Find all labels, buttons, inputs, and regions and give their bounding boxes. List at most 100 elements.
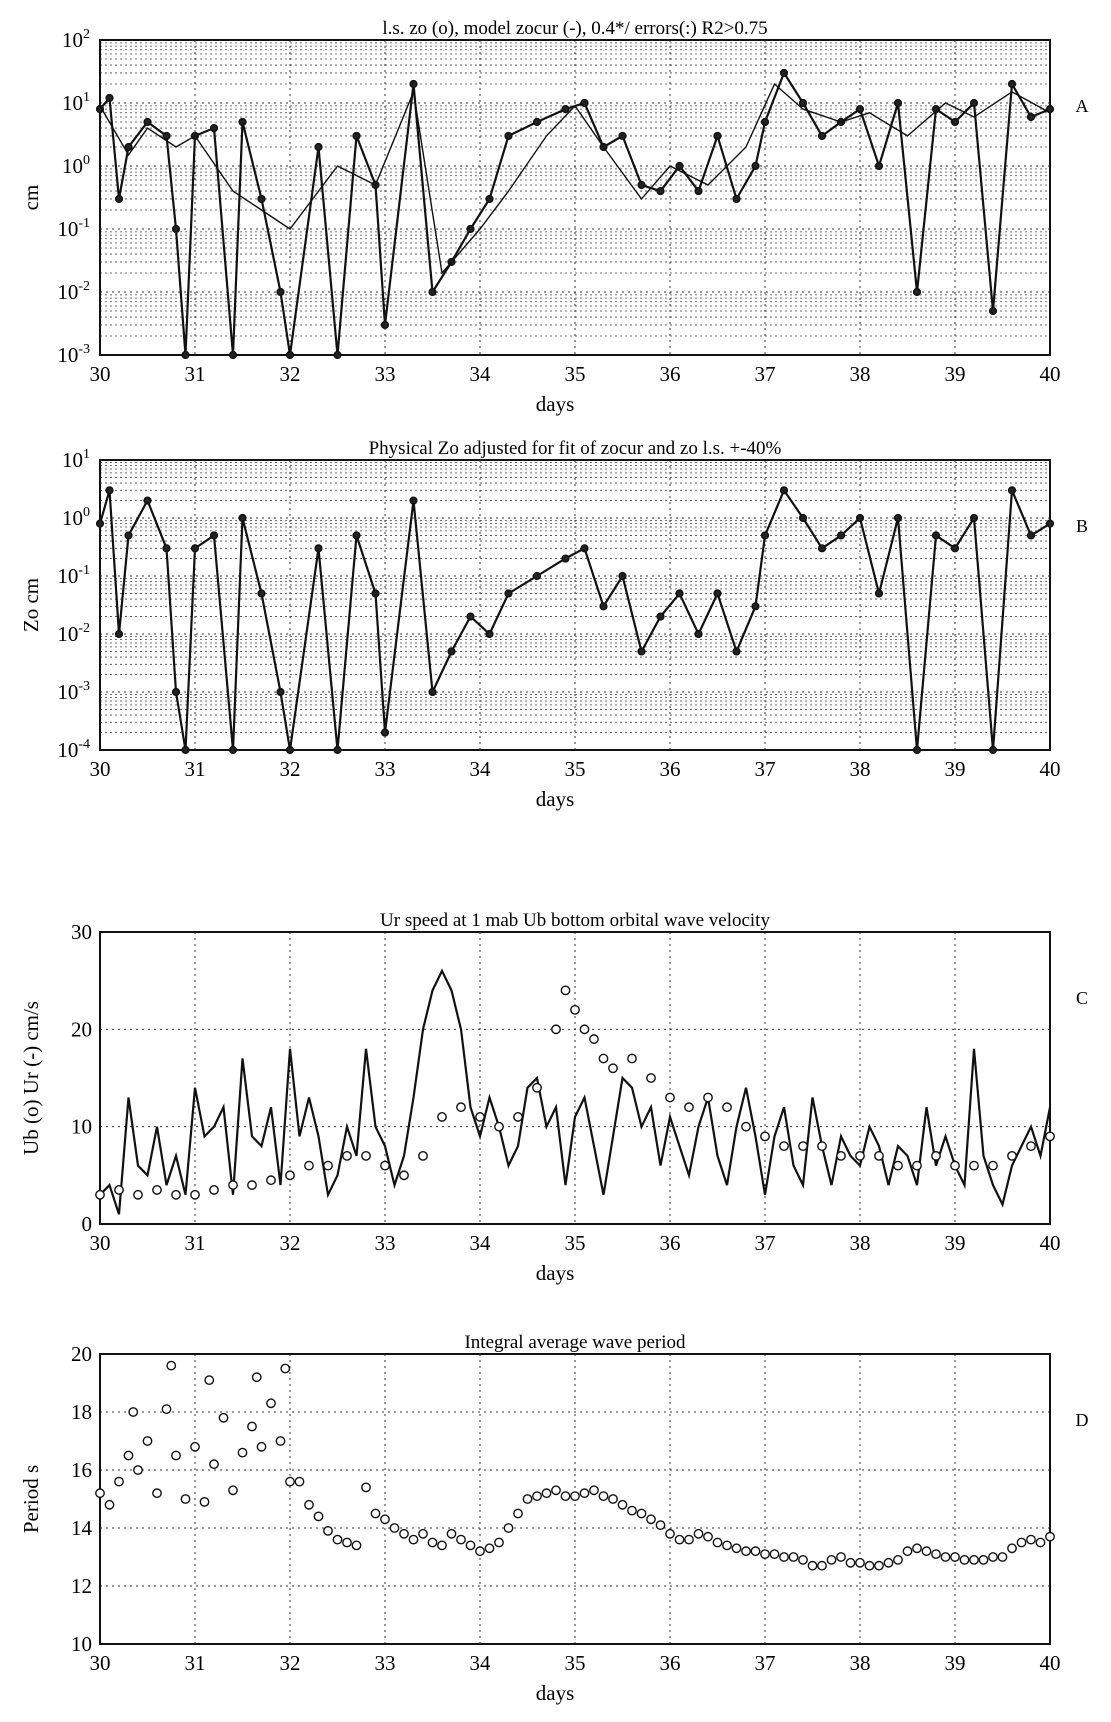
data-point xyxy=(589,1034,599,1044)
panel-letter: B xyxy=(1076,516,1088,536)
data-point xyxy=(465,1540,476,1551)
data-point xyxy=(1026,112,1036,122)
data-point xyxy=(912,287,922,297)
data-point xyxy=(637,647,646,656)
data-point xyxy=(428,287,437,297)
data-point xyxy=(580,98,589,108)
x-tick-label: 31 xyxy=(185,757,206,781)
data-point xyxy=(959,1555,970,1565)
data-point xyxy=(950,117,960,127)
data-point xyxy=(874,1560,884,1571)
data-point xyxy=(712,1537,723,1548)
data-point xyxy=(285,1170,295,1181)
data-point xyxy=(760,117,770,127)
data-point xyxy=(280,1363,291,1374)
data-point xyxy=(627,1053,637,1064)
plot-frame xyxy=(99,39,1051,356)
y-tick-exponent: -2 xyxy=(78,279,90,294)
data-point xyxy=(741,1121,751,1132)
data-point xyxy=(636,1508,647,1519)
series-line xyxy=(99,82,1051,275)
data-point xyxy=(656,186,665,196)
x-tick-label: 39 xyxy=(945,757,966,781)
data-point xyxy=(826,1555,837,1565)
data-point xyxy=(409,79,418,89)
data-point xyxy=(380,1514,390,1525)
data-point xyxy=(618,131,627,141)
data-point xyxy=(1026,531,1036,540)
data-point xyxy=(579,1488,590,1499)
data-point xyxy=(1026,1141,1036,1152)
data-point xyxy=(228,350,238,360)
data-point xyxy=(1016,1537,1027,1548)
data-point xyxy=(304,1160,314,1171)
data-point xyxy=(304,1499,314,1510)
data-point xyxy=(817,544,827,553)
data-point xyxy=(370,1508,381,1519)
panel-c: Ur speed at 1 mab Ub bottom orbital wave… xyxy=(19,910,1088,1285)
data-point xyxy=(114,194,124,204)
data-point xyxy=(969,513,979,523)
data-point xyxy=(570,1004,580,1015)
data-point xyxy=(722,1102,732,1113)
data-point xyxy=(199,1497,210,1507)
data-point xyxy=(133,1465,143,1475)
data-point xyxy=(798,98,808,108)
x-axis-label: days xyxy=(536,392,575,416)
data-point xyxy=(836,1552,846,1562)
x-tick-label: 39 xyxy=(945,362,966,386)
data-point xyxy=(409,496,418,505)
data-point xyxy=(190,544,200,553)
y-tick-label: 16 xyxy=(71,1458,92,1482)
data-point xyxy=(855,1557,865,1568)
data-point xyxy=(750,1546,761,1557)
data-point xyxy=(171,224,181,234)
data-point xyxy=(124,142,133,152)
y-tick-label: 30 xyxy=(71,920,92,944)
y-axis-label: Zo cm xyxy=(19,578,43,632)
data-point xyxy=(399,1170,409,1181)
data-point xyxy=(504,589,513,598)
plot-frame xyxy=(99,1353,1051,1645)
data-point xyxy=(580,544,589,553)
data-point xyxy=(579,1024,590,1035)
data-point xyxy=(788,1552,799,1562)
data-point xyxy=(1045,1131,1055,1142)
x-tick-label: 34 xyxy=(470,1651,492,1675)
data-point xyxy=(912,745,922,755)
data-point xyxy=(551,1485,561,1496)
data-point xyxy=(675,161,684,171)
data-point xyxy=(655,1520,666,1531)
data-point xyxy=(988,1160,998,1171)
data-point xyxy=(418,1528,428,1539)
data-point xyxy=(931,1549,941,1560)
data-point xyxy=(257,194,266,204)
x-tick-label: 37 xyxy=(755,1651,776,1675)
data-point xyxy=(608,1494,618,1504)
data-point xyxy=(1007,1150,1017,1161)
data-point xyxy=(817,1141,827,1152)
data-point xyxy=(532,571,542,581)
data-point xyxy=(228,745,238,755)
data-point xyxy=(969,1160,979,1171)
y-tick-label: 18 xyxy=(71,1400,92,1424)
y-tick-label: 10-1 xyxy=(57,563,90,588)
data-point xyxy=(694,186,703,196)
y-tick-base: 10 xyxy=(62,28,83,52)
data-point xyxy=(541,1488,552,1499)
data-point xyxy=(251,1372,262,1383)
data-point xyxy=(912,1543,922,1554)
x-tick-label: 36 xyxy=(660,362,681,386)
data-point xyxy=(950,1160,960,1171)
x-tick-label: 38 xyxy=(850,757,871,781)
data-point xyxy=(352,131,361,141)
data-point xyxy=(532,1491,542,1502)
data-point xyxy=(713,131,722,141)
x-tick-label: 38 xyxy=(850,362,871,386)
data-point xyxy=(485,629,494,639)
data-point xyxy=(665,1092,675,1103)
data-point xyxy=(276,687,285,697)
y-tick-label: 100 xyxy=(62,153,90,178)
data-point xyxy=(171,1450,181,1461)
x-tick-label: 32 xyxy=(280,757,301,781)
